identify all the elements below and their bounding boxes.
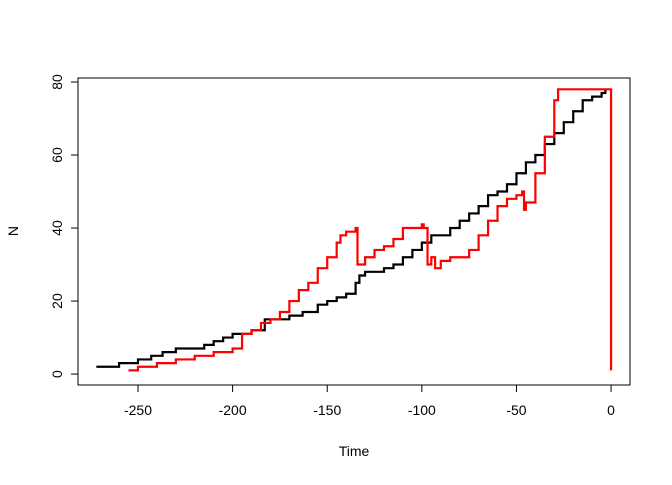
y-tick-label: 0 [49,370,65,378]
y-axis-label: N [5,226,21,236]
x-tick-label: -100 [408,402,436,418]
x-axis-label: Time [339,443,370,459]
series-line [128,88,613,372]
y-tick-label: 60 [49,147,65,163]
x-tick-label: 0 [607,402,615,418]
y-tick-label: 80 [49,74,65,90]
y-tick-label: 40 [49,220,65,236]
y-tick-label: 20 [49,293,65,309]
x-tick-label: -150 [313,402,341,418]
x-tick-label: -250 [124,402,152,418]
x-tick-label: -200 [219,402,247,418]
series-line [96,89,607,368]
x-tick-label: -50 [506,402,526,418]
